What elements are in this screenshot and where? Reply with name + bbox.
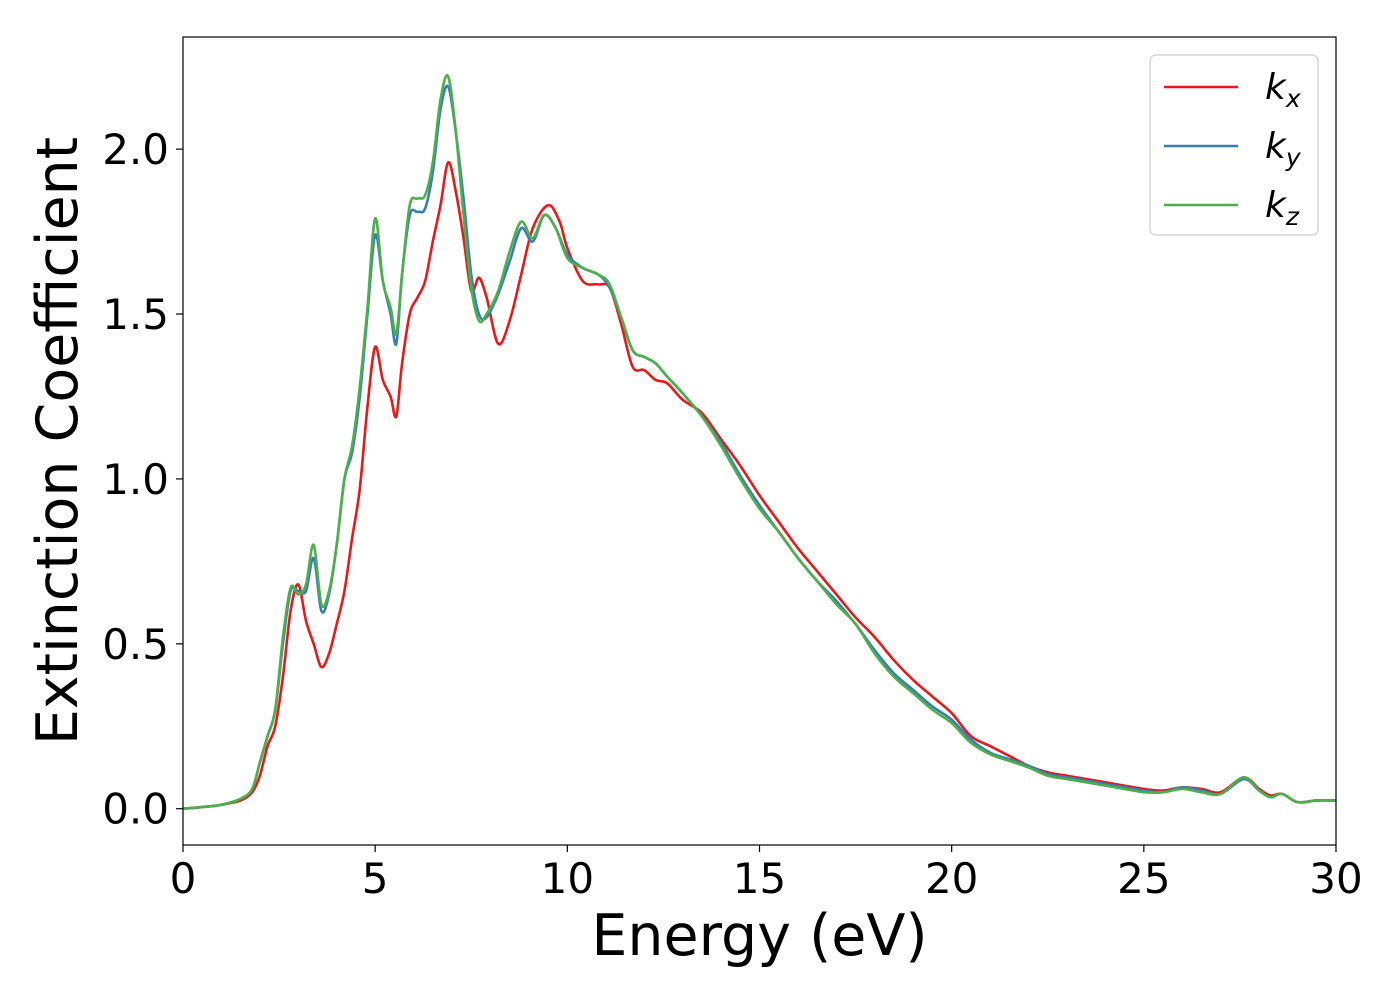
legend-label-subscript: x [1285,84,1301,113]
y-tick-label: 0.0 [102,785,169,834]
x-axis-label: Energy (eV) [591,903,927,969]
legend-label-subscript: y [1285,143,1302,172]
legend-label-z: kz [1265,185,1300,231]
legend-label-base: k [1265,126,1288,167]
x-tick-label: 10 [541,854,594,903]
legend-label-base: k [1265,67,1288,108]
x-axis-ticks: 0 5 10 15 20 25 30 [170,845,1363,903]
x-tick-label: 0 [170,854,197,903]
series-line-z [183,74,1336,811]
x-tick-label: 20 [925,854,978,903]
x-tick-label: 30 [1309,854,1362,903]
y-tick-label: 0.5 [102,620,169,669]
legend-label-y: ky [1265,126,1302,172]
series-line-x [183,161,1336,811]
x-tick-label: 25 [1117,854,1170,903]
y-axis-label: Extinction Coefficient [25,137,91,745]
y-tick-label: 2.0 [102,125,169,174]
legend-label-subscript: z [1285,202,1300,231]
x-tick-label: 15 [733,854,786,903]
legend-label-base: k [1265,185,1288,226]
x-tick-label: 5 [362,854,389,903]
y-tick-label: 1.5 [102,290,169,339]
legend-label-x: kx [1265,67,1301,113]
y-axis-ticks: 0.0 0.5 1.0 1.5 2.0 [102,125,183,834]
series-layer [183,74,1336,811]
y-tick-label: 1.0 [102,455,169,504]
